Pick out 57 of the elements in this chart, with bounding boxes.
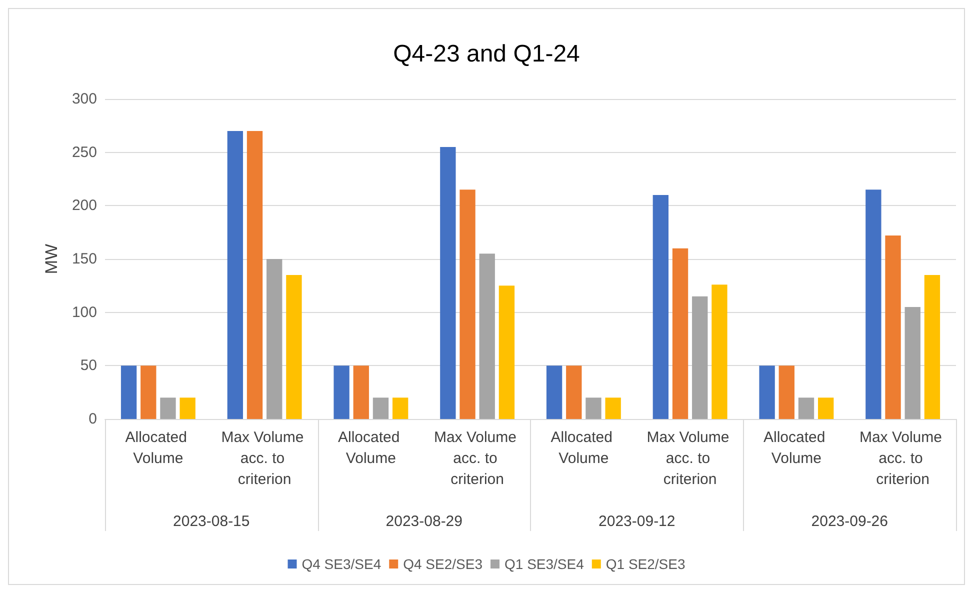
- x-tick-label: Allocated Volume: [338, 429, 404, 467]
- x-tick-label: Allocated Volume: [125, 429, 192, 467]
- y-tick-label: 200: [72, 197, 97, 214]
- x-tick-label: Max Volume acc. to criterion: [221, 429, 308, 488]
- text: 2023-09-26: [811, 513, 888, 530]
- bar: [778, 366, 794, 419]
- y-axis-title: MW: [42, 244, 61, 274]
- bar: [924, 275, 940, 419]
- bar: [140, 366, 156, 419]
- bar: [440, 147, 456, 419]
- y-tick-label: 300: [72, 90, 97, 108]
- bar: [566, 366, 582, 419]
- text: 2023-08-15: [173, 513, 250, 530]
- bar: [266, 259, 282, 419]
- bar: [334, 366, 350, 419]
- bar: [885, 236, 901, 419]
- x-tick-label: Allocated Volume: [550, 429, 617, 467]
- bar: [160, 398, 176, 419]
- y-tick-label: 0: [88, 410, 97, 428]
- bar: [712, 284, 728, 419]
- y-tick-label: 50: [80, 357, 97, 374]
- bar: [286, 275, 302, 419]
- bar: [246, 131, 263, 419]
- bar: [652, 195, 669, 419]
- text: 2023-09-12: [598, 513, 676, 530]
- bar: [479, 254, 495, 419]
- bar: [227, 131, 244, 419]
- bar: [904, 307, 920, 419]
- bar: [353, 366, 369, 419]
- x-tick-label: Max Volume acc. to criterion: [646, 429, 734, 488]
- bar: [672, 248, 688, 419]
- bar: [692, 296, 708, 419]
- legend-label: Q4 SE2/SE3: [403, 556, 483, 572]
- bar: [460, 190, 476, 419]
- x-tick-label: Max Volume acc. to criterion: [859, 429, 946, 488]
- x-tick-label: Max Volume acc. to criterion: [434, 429, 521, 488]
- bar: [586, 398, 602, 419]
- legend-label: Q1 SE3/SE4: [504, 556, 584, 572]
- bar: [392, 398, 408, 419]
- bar: [498, 286, 515, 419]
- bar: [180, 398, 196, 419]
- bar: [866, 190, 882, 419]
- bar: [818, 398, 834, 419]
- bar: [798, 398, 814, 419]
- legend-label: Q4 SE3/SE4: [302, 556, 382, 572]
- text: 2023-08-29: [386, 513, 462, 530]
- y-tick-label: 250: [72, 144, 97, 161]
- x-tick-label: Allocated Volume: [764, 429, 830, 467]
- y-tick-label: 150: [72, 250, 97, 268]
- chart-title: Q4-23 and Q1-24: [393, 40, 580, 68]
- bar: [546, 366, 562, 419]
- bar: [759, 366, 775, 419]
- bar: [372, 398, 389, 419]
- bar: [120, 366, 137, 419]
- legend-label: Q1 SE2/SE3: [606, 556, 686, 572]
- bar: [605, 398, 621, 419]
- y-tick-label: 100: [72, 304, 97, 321]
